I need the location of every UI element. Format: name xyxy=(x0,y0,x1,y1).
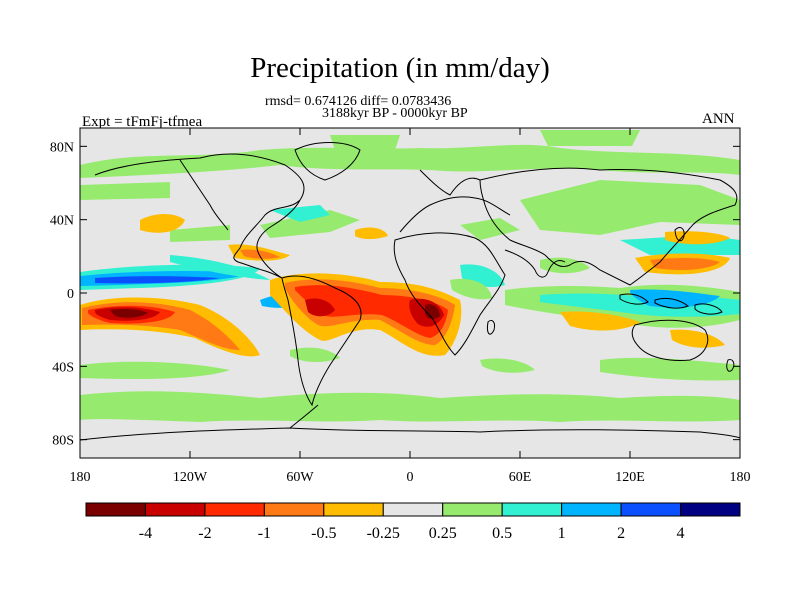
colorbar-tick-label: 0.25 xyxy=(429,525,457,542)
colorbar-swatch xyxy=(144,502,206,517)
lon-tick-label: 0 xyxy=(407,470,414,485)
colorbar-tick-label: -2 xyxy=(198,525,211,542)
colorbar-swatch xyxy=(501,502,563,517)
colorbar-tick-label: -4 xyxy=(139,525,152,542)
axis-tick-labels: 80N 40N 0 40S 80S 180 120W 60W 0 60E 120E 180 xyxy=(50,140,751,485)
colorbar-swatch xyxy=(680,502,741,517)
lat-tick-label: 80S xyxy=(52,434,74,449)
colorbar-tick-label: -0.25 xyxy=(367,525,400,542)
lat-tick-label: 40N xyxy=(50,214,74,229)
colorbar-swatch xyxy=(263,502,325,517)
lat-tick-label: 0 xyxy=(67,287,74,302)
colorbar-swatch xyxy=(323,502,384,517)
period-subtitle: 3188kyr BP - 0000kyr BP xyxy=(322,106,468,121)
colorbar-swatch xyxy=(561,502,622,517)
stats-subtitle: rmsd= 0.674126 diff= 0.0783436 xyxy=(265,94,452,109)
colorbar-swatch xyxy=(382,502,444,517)
lon-tick-label: 120E xyxy=(615,470,645,485)
colorbar-swatch xyxy=(204,502,265,517)
colorbar-tick-label: 1 xyxy=(558,525,566,542)
lon-tick-label: 60W xyxy=(286,470,314,485)
axis-ticks xyxy=(79,128,741,458)
colorbar-tick-label: -0.5 xyxy=(311,525,336,542)
chart-title: Precipitation (in mm/day) xyxy=(250,52,550,84)
coastlines xyxy=(80,142,740,441)
colorbar-tick-label: 4 xyxy=(677,525,685,542)
colorbar xyxy=(85,502,741,517)
colorbar-tick-label: -1 xyxy=(258,525,271,542)
precipitation-field xyxy=(80,130,740,422)
season-label: ANN xyxy=(702,111,735,127)
lon-tick-label: 180 xyxy=(70,470,91,485)
colorbar-swatch xyxy=(85,502,146,517)
lat-tick-label: 80N xyxy=(50,140,74,155)
lat-tick-label: 40S xyxy=(52,360,74,375)
lon-tick-label: 120W xyxy=(173,470,208,485)
colorbar-tick-label: 0.5 xyxy=(492,525,512,542)
lon-tick-label: 180 xyxy=(730,470,751,485)
experiment-label: Expt = tFmFj-tfmea xyxy=(82,114,203,130)
colorbar-tick-label: 2 xyxy=(617,525,625,542)
lon-tick-label: 60E xyxy=(509,470,532,485)
colorbar-labels: -4 -2 -1 -0.5 -0.25 0.25 0.5 1 2 4 xyxy=(139,525,685,542)
colorbar-swatch xyxy=(620,502,682,517)
colorbar-swatch xyxy=(442,502,503,517)
